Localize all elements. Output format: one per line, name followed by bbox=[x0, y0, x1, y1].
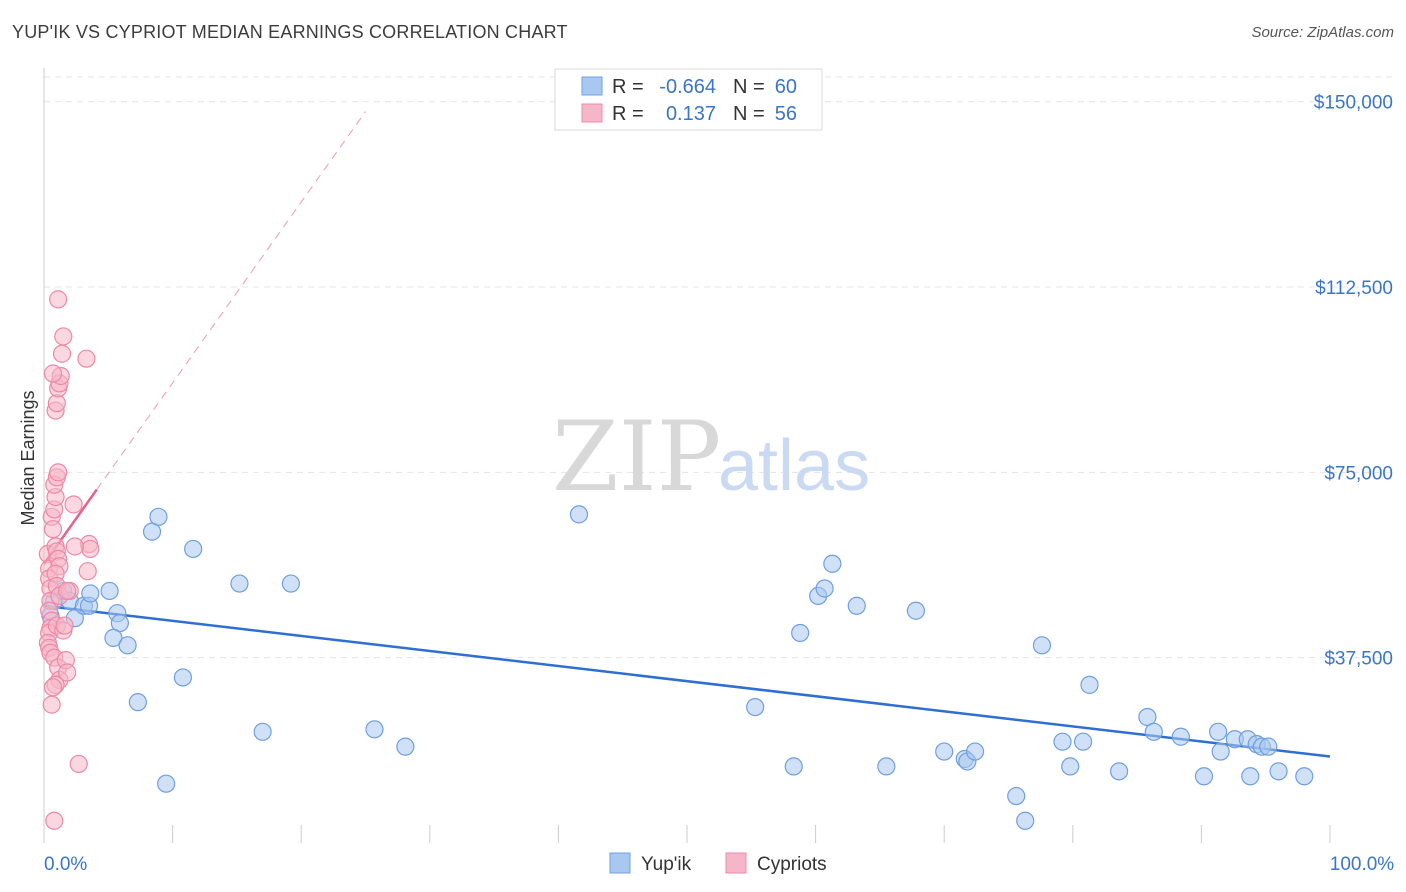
legend-n-label: N = bbox=[733, 76, 765, 98]
legend-n-value: 56 bbox=[775, 103, 797, 125]
legend-swatch-yupik bbox=[581, 76, 603, 96]
point-yupik bbox=[230, 574, 249, 593]
legend-r-value: -0.664 bbox=[659, 76, 716, 98]
point-cypriots bbox=[45, 811, 64, 830]
bottom-legend-label-yupik: Yup'ik bbox=[641, 854, 692, 875]
point-yupik bbox=[1073, 732, 1093, 751]
y-tick-label: $150,000 bbox=[1314, 93, 1393, 114]
point-cypriots bbox=[58, 581, 77, 601]
trend-line-yupik bbox=[43, 604, 1331, 758]
point-yupik bbox=[1194, 767, 1214, 786]
point-yupik bbox=[1269, 762, 1288, 781]
point-yupik bbox=[173, 668, 192, 687]
point-cypriots bbox=[78, 562, 97, 581]
point-cypriots bbox=[64, 495, 83, 514]
x-tick-label: 100.0% bbox=[1330, 854, 1395, 875]
point-yupik bbox=[746, 697, 765, 717]
x-tick-label: 0.0% bbox=[44, 854, 87, 875]
bottom-legend-swatch-yupik bbox=[609, 852, 631, 874]
watermark-zip: ZIP bbox=[552, 401, 721, 513]
point-yupik bbox=[1053, 732, 1072, 751]
point-yupik bbox=[1007, 786, 1026, 806]
point-yupik bbox=[184, 539, 203, 559]
point-yupik bbox=[149, 507, 168, 526]
axes bbox=[43, 68, 1331, 843]
point-yupik bbox=[1032, 636, 1052, 655]
legend-n-label: N = bbox=[733, 103, 765, 125]
point-yupik bbox=[569, 505, 589, 524]
grid-lines bbox=[44, 76, 1393, 659]
y-tick-label: $37,500 bbox=[1324, 649, 1393, 670]
point-cypriots bbox=[54, 327, 73, 346]
point-cypriots bbox=[52, 344, 72, 363]
point-yupik bbox=[100, 581, 119, 601]
point-yupik bbox=[877, 757, 896, 776]
point-cypriots bbox=[43, 364, 63, 383]
point-yupik bbox=[1211, 742, 1230, 761]
legend-swatch-cypriots bbox=[581, 103, 603, 123]
bottom-legend: Yup'ik Cypriots bbox=[609, 852, 827, 875]
legend-r-value: 0.137 bbox=[666, 103, 716, 125]
point-yupik bbox=[1241, 767, 1260, 786]
bottom-legend-swatch-cypriots bbox=[725, 852, 747, 874]
point-cypriots bbox=[81, 539, 100, 559]
point-cypriots bbox=[55, 616, 74, 635]
point-yupik bbox=[815, 579, 834, 598]
point-yupik bbox=[128, 693, 147, 712]
point-cypriots bbox=[65, 537, 84, 556]
legend-r-label: R = bbox=[612, 76, 644, 98]
point-yupik bbox=[118, 636, 137, 655]
chart-title: YUP'IK VS CYPRIOT MEDIAN EARNINGS CORREL… bbox=[12, 22, 568, 42]
point-yupik bbox=[104, 628, 123, 648]
point-yupik bbox=[1144, 722, 1163, 741]
point-cypriots bbox=[69, 754, 88, 774]
point-cypriots bbox=[77, 349, 96, 368]
point-yupik bbox=[1209, 722, 1228, 741]
bottom-legend-label-cypriots: Cypriots bbox=[757, 854, 827, 875]
point-yupik bbox=[965, 742, 985, 761]
point-yupik bbox=[1080, 675, 1099, 694]
point-yupik bbox=[1109, 762, 1129, 781]
y-tick-label: $75,000 bbox=[1324, 463, 1393, 484]
point-yupik bbox=[253, 722, 272, 741]
y-axis-label: Median Earnings bbox=[18, 390, 38, 525]
point-yupik bbox=[157, 774, 176, 793]
point-yupik bbox=[81, 584, 100, 603]
point-yupik bbox=[1295, 767, 1314, 786]
point-yupik bbox=[906, 601, 926, 620]
watermark: ZIP atlas bbox=[552, 401, 870, 513]
legend-box: R = -0.664 N = 60 R = 0.137 N = 56 bbox=[554, 68, 823, 131]
y-tick-label: $112,500 bbox=[1315, 278, 1393, 299]
point-cypriots bbox=[43, 520, 63, 539]
point-yupik bbox=[823, 554, 842, 573]
point-yupik bbox=[396, 737, 415, 756]
point-yupik bbox=[791, 623, 810, 643]
point-yupik bbox=[935, 742, 954, 761]
point-cypriots bbox=[43, 678, 63, 697]
point-cypriots bbox=[42, 695, 61, 714]
legend-n-value: 60 bbox=[775, 76, 797, 98]
point-yupik bbox=[1016, 811, 1035, 830]
y-tick-labels: $37,500 $75,000 $112,500 $150,000 bbox=[1314, 93, 1393, 670]
data-points bbox=[38, 290, 1314, 830]
x-tick-labels: 0.0% 100.0% bbox=[44, 854, 1394, 875]
point-yupik bbox=[847, 596, 866, 615]
watermark-atlas: atlas bbox=[718, 426, 870, 506]
legend-r-label: R = bbox=[612, 103, 644, 125]
point-yupik bbox=[1259, 737, 1278, 756]
point-cypriots bbox=[49, 290, 68, 309]
point-yupik bbox=[365, 720, 384, 739]
trend-extension-cypriots bbox=[96, 111, 366, 490]
point-cypriots bbox=[49, 463, 68, 482]
point-yupik bbox=[281, 574, 301, 593]
point-cypriots bbox=[58, 663, 77, 682]
point-yupik bbox=[1061, 757, 1080, 776]
point-yupik bbox=[784, 757, 803, 776]
point-yupik bbox=[1171, 727, 1190, 746]
source-label: Source: ZipAtlas.com bbox=[1251, 24, 1394, 41]
